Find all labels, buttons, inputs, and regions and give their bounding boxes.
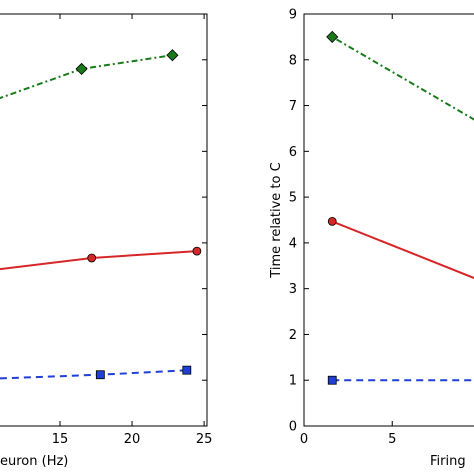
left-plot-frame: [0, 13, 208, 427]
right-series-group: [326, 30, 474, 385]
right-y-tick-label-1: 1: [289, 374, 297, 389]
right-y-tick-label-9: 9: [289, 8, 297, 23]
right-y-tick-label-7: 7: [289, 99, 297, 114]
left-series-1-line: [0, 250, 197, 271]
left-panel: 15 20 25 euron (Hz): [0, 13, 213, 469]
right-y-tick-label-2: 2: [289, 328, 297, 343]
right-x-tick-label-1: 5: [388, 432, 396, 447]
right-x-tick-label-0: 0: [300, 432, 308, 447]
right-y-tick-label-5: 5: [289, 191, 297, 206]
right-tick-group: 0 5 0 1 2 3 4 5 6 7 8 9: [289, 8, 397, 448]
right-x-axis-label: Firing: [430, 454, 466, 469]
left-series-0-point-1: [75, 62, 88, 75]
left-series-1-point-2: [192, 246, 202, 256]
left-x-tick-label-0: 15: [52, 432, 69, 447]
right-y-axis-label: Time relative to C: [269, 162, 284, 278]
left-x-tick-label-1: 20: [124, 432, 141, 447]
right-series-2-point-0: [327, 375, 337, 385]
left-series-2-point-1: [95, 370, 105, 380]
left-series-0-point-2: [166, 49, 179, 62]
right-y-tick-label-3: 3: [289, 282, 297, 297]
right-series-1-line: [331, 220, 474, 280]
right-panel: 0 5 0 1 2 3 4 5 6 7 8 9 Time relative to C Firing: [269, 8, 474, 469]
right-y-tick-label-8: 8: [289, 53, 297, 68]
left-series-1-point-1: [87, 253, 97, 263]
right-y-tick-label-0: 0: [289, 420, 297, 435]
right-series-0-point-0: [326, 30, 339, 43]
left-series-2-point-2: [182, 365, 192, 375]
right-plot-frame: [303, 13, 474, 427]
left-x-axis-label: euron (Hz): [0, 454, 68, 469]
right-y-tick-label-6: 6: [289, 145, 297, 160]
left-series-2-line: [0, 369, 187, 380]
left-series-0-line: [0, 54, 173, 100]
left-series-group: [0, 49, 202, 380]
right-y-tick-label-4: 4: [289, 236, 297, 251]
left-x-tick-label-2: 25: [196, 432, 213, 447]
right-series-0-line: [331, 36, 474, 121]
right-series-1-point-0: [327, 216, 337, 226]
left-tick-group: 15 20 25: [52, 13, 213, 447]
